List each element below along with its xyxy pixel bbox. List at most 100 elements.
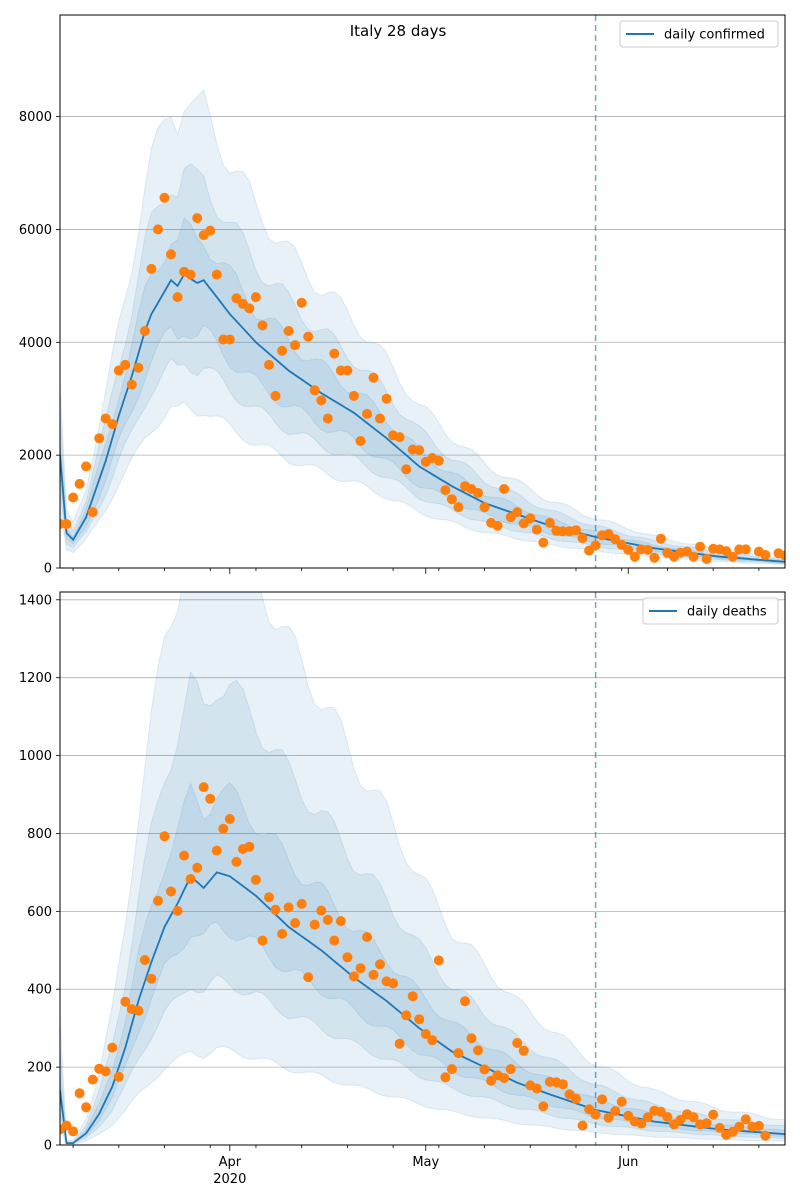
bottom-observed-point <box>473 1045 483 1056</box>
top-observed-point <box>394 432 405 443</box>
top-observed-point <box>185 269 196 280</box>
bottom-observed-point <box>420 1029 431 1039</box>
bottom-axes-frame <box>59 591 786 1146</box>
bottom-observed-point <box>446 1064 457 1075</box>
bottom-observed-point <box>100 1066 111 1077</box>
bottom-observed-point <box>708 1109 719 1120</box>
top-ytick-label: 8000 <box>19 110 52 125</box>
bottom-ytick-label: 1400 <box>19 593 52 608</box>
top-observed-point <box>538 537 549 548</box>
top-panel: 0 2000 4000 6000 8000 Italy 28 days daily co… <box>19 14 786 577</box>
top-observed-point <box>309 385 320 396</box>
bottom-observed-point <box>329 935 340 946</box>
bottom-observed-point <box>192 862 203 873</box>
top-observed-point <box>166 249 176 260</box>
top-observed-point <box>74 478 85 489</box>
top-observed-point <box>544 517 555 528</box>
top-y-ticks: 0 2000 4000 6000 8000 <box>19 110 60 577</box>
top-observed-point <box>348 390 359 401</box>
bottom-legend: daily deaths <box>642 597 779 625</box>
bottom-observed-point <box>146 973 157 984</box>
top-observed-point <box>688 551 699 562</box>
top-observed-point <box>61 519 72 529</box>
figure-title: Italy 28 days <box>350 22 447 40</box>
bottom-observed-point <box>642 1112 653 1123</box>
bottom-observed-point <box>597 1094 608 1105</box>
top-observed-point <box>113 365 124 376</box>
bottom-observed-point <box>81 1102 92 1113</box>
top-observed-point <box>126 379 137 390</box>
bottom-observed-point <box>107 1042 118 1053</box>
top-confidence-band <box>60 89 785 566</box>
bottom-observed-point <box>264 892 274 903</box>
bottom-observed-point <box>120 996 131 1007</box>
bottom-ytick-label: 200 <box>27 1061 52 1076</box>
bottom-observed-point <box>224 814 235 824</box>
bottom-observed-point <box>113 1071 124 1082</box>
top-observed-point <box>512 507 523 518</box>
bottom-ytick-label: 800 <box>27 827 52 842</box>
bottom-observed-point <box>760 1130 771 1141</box>
top-gridlines <box>60 116 785 456</box>
top-observed-point <box>146 263 157 274</box>
top-observed-point <box>139 326 150 336</box>
bottom-observed-point <box>348 971 359 982</box>
top-observed-point <box>381 393 392 404</box>
bottom-observed-point <box>296 898 307 909</box>
top-observed-point <box>270 390 281 401</box>
bottom-gridlines <box>60 599 785 1068</box>
bottom-observed-point <box>74 1088 85 1099</box>
bottom-legend-box <box>642 597 779 625</box>
bottom-observed-point <box>610 1106 621 1117</box>
top-ytick-label: 4000 <box>19 336 52 351</box>
bottom-observed-point <box>68 1126 79 1137</box>
bottom-observed-point <box>701 1118 712 1129</box>
top-observed-point <box>153 224 163 235</box>
bottom-confidence-band <box>60 781 785 1144</box>
top-observed-point <box>368 372 379 383</box>
top-observed-point <box>453 502 464 513</box>
top-legend-label: daily confirmed <box>664 28 765 43</box>
top-observed-point <box>701 554 712 564</box>
top-x-ticks <box>72 568 760 574</box>
top-observed-points <box>60 192 785 564</box>
top-observed-point <box>433 455 444 466</box>
top-observed-point <box>192 213 203 224</box>
bottom-observed-point <box>740 1114 751 1125</box>
top-observed-point <box>107 419 118 430</box>
bottom-observed-point <box>153 895 163 906</box>
bottom-observed-point <box>270 904 281 915</box>
top-observed-point <box>649 552 660 563</box>
bottom-observed-point <box>277 928 288 939</box>
top-observed-point <box>257 320 268 331</box>
bottom-observed-point <box>662 1112 673 1122</box>
bottom-observed-point <box>714 1122 725 1133</box>
bottom-observed-point <box>61 1120 72 1131</box>
top-observed-point <box>316 395 327 406</box>
bottom-ytick-label: 400 <box>27 983 52 998</box>
top-confidence-band <box>60 163 785 565</box>
bottom-observed-point <box>166 886 176 897</box>
bottom-observed-point <box>460 996 470 1007</box>
top-observed-point <box>590 540 601 551</box>
bottom-observed-point <box>433 955 444 966</box>
top-observed-point <box>277 345 288 356</box>
top-observed-point <box>525 513 536 524</box>
bottom-observed-point <box>185 874 196 884</box>
bottom-observed-point <box>427 1035 438 1046</box>
bottom-x-ticks: Apr May Jun 2020 <box>72 1145 760 1187</box>
top-observed-point <box>727 551 738 562</box>
top-observed-point <box>642 544 653 555</box>
bottom-observed-point <box>342 952 353 963</box>
top-legend-box <box>619 20 779 48</box>
bottom-observed-point <box>734 1121 745 1132</box>
bottom-ytick-label: 0 <box>44 1139 52 1154</box>
xtick-year-label: 2020 <box>213 1172 246 1187</box>
bottom-observed-point <box>355 963 366 974</box>
bottom-observed-point <box>753 1120 764 1131</box>
bottom-observed-point <box>590 1109 601 1120</box>
top-observed-point <box>479 502 490 513</box>
bottom-confidence-band <box>60 670 785 1145</box>
bottom-observed-point <box>512 1038 523 1048</box>
